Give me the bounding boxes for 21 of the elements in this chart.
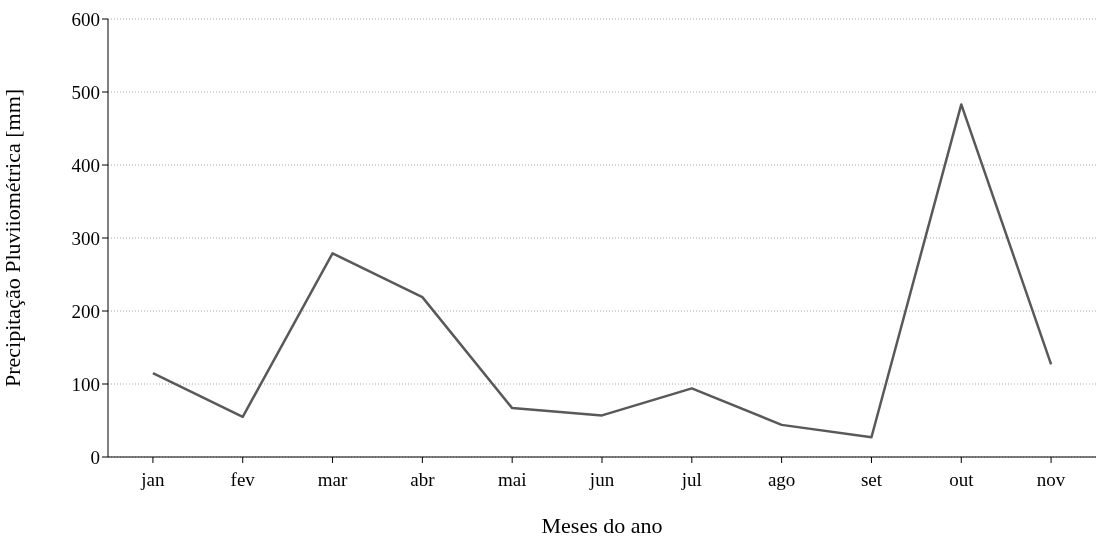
x-tick-label: set [860,469,883,491]
y-tick-label: 0 [90,446,100,468]
x-tick-label: nov [1036,469,1066,491]
y-axis-title: Precipitação Pluviiométrica [mm] [0,88,25,388]
x-tick-label: jan [140,469,166,491]
y-tick-label: 600 [71,8,100,30]
x-tick-label: jul [680,469,702,491]
line-series [151,103,1053,439]
x-tick-label: ago [767,469,796,491]
x-tick-label: mai [497,469,527,491]
y-tick-label: 100 [71,373,100,395]
y-tick-label: 500 [71,81,100,103]
y-tick-label: 300 [71,227,100,249]
y-tick-label: 400 [71,154,100,176]
x-tick-label: out [949,469,975,491]
x-axis-title: Meses do ano [541,513,663,538]
x-tick-label: jun [588,469,615,491]
y-tick-label: 200 [71,300,100,322]
x-tick-label: fev [230,469,256,491]
x-tick-label: mar [317,469,348,491]
x-tick-label: abr [410,469,436,491]
